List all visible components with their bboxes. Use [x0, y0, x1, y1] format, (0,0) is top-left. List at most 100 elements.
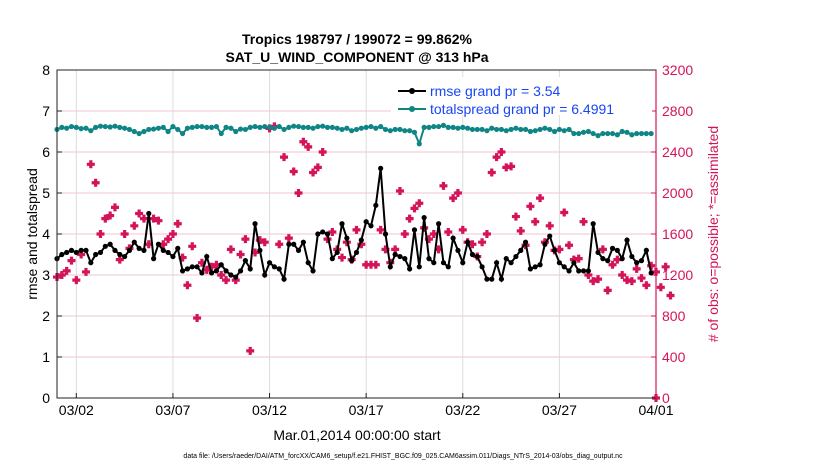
obs-assimilated-point — [72, 276, 81, 285]
rmse-point — [648, 270, 654, 276]
totalspread-point — [295, 123, 302, 130]
rmse-point — [204, 253, 210, 260]
x-tick-label: 03/02 — [59, 402, 94, 418]
rmse-point — [373, 202, 379, 208]
rmse-point — [605, 258, 611, 264]
rmse-point — [286, 241, 292, 247]
totalspread-point — [324, 124, 331, 130]
totalspread-point — [281, 126, 287, 133]
obs-assimilated-point — [637, 274, 646, 283]
rmse-point — [585, 268, 591, 274]
totalspread-point — [194, 123, 200, 130]
y-right-tick-label: 2400 — [662, 144, 693, 160]
rmse-point — [262, 272, 268, 278]
totalspread-point — [233, 128, 239, 135]
totalspread-point — [310, 125, 316, 131]
rmse-point — [547, 233, 553, 239]
totalspread-point — [629, 132, 635, 138]
y-tick-label: 7 — [42, 103, 50, 119]
rmse-point — [122, 253, 128, 260]
rmse-point — [556, 260, 562, 266]
x-tick-label: 03/27 — [542, 402, 577, 418]
rmse-point — [518, 247, 524, 253]
totalspread-point — [242, 126, 248, 133]
totalspread-point — [276, 123, 282, 130]
rmse-point — [537, 262, 543, 268]
x-axis-label: Mar.01,2014 00:00:00 start — [273, 427, 440, 443]
rmse-point — [146, 210, 152, 217]
rmse-point — [368, 223, 374, 229]
obs-assimilated-point — [536, 194, 545, 203]
rmse-line — [56, 168, 653, 284]
totalspread-point — [431, 123, 437, 130]
y-axis-label: rmse and totalspread — [24, 168, 40, 300]
totalspread-point — [291, 123, 297, 129]
totalspread-point — [315, 123, 321, 130]
totalspread-point — [97, 123, 104, 129]
totalspread-point — [73, 124, 79, 130]
obs-assimilated-point — [400, 230, 409, 238]
legend-rmse-label: rmse grand pr = 3.54 — [430, 83, 561, 99]
obs-assimilated-point — [439, 181, 448, 190]
rmse-point — [344, 235, 350, 241]
rmse-point — [189, 264, 195, 270]
obs-assimilated-point — [598, 245, 607, 254]
totalspread-point — [397, 126, 403, 133]
totalspread-point — [542, 125, 548, 131]
y-tick-label: 1 — [42, 349, 50, 365]
obs-assimilated-point — [405, 214, 414, 223]
obs-assimilated-point — [531, 217, 540, 226]
rmse-point — [392, 251, 398, 258]
y-tick-label: 5 — [42, 185, 50, 201]
obs-assimilated-point — [526, 202, 535, 211]
totalspread-point — [527, 128, 534, 135]
rmse-point — [266, 260, 273, 266]
obs-assimilated-point — [275, 240, 284, 249]
obs-assimilated-point — [299, 137, 308, 146]
obs-assimilated-point — [511, 212, 520, 221]
obs-assimilated-point — [202, 265, 211, 274]
totalspread-point — [585, 128, 591, 135]
totalspread-point — [580, 129, 587, 135]
obs-assimilated-point — [642, 281, 651, 290]
obs-assimilated-point — [164, 235, 173, 244]
rmse-point — [59, 251, 65, 258]
obs-assimilated-point — [656, 283, 665, 292]
rmse-point — [595, 249, 601, 256]
totalspread-line — [56, 124, 652, 147]
totalspread-point — [112, 123, 118, 129]
totalspread-point — [605, 130, 611, 137]
totalspread-point — [498, 126, 505, 133]
totalspread-point — [334, 125, 340, 131]
obs-assimilated-point — [91, 178, 100, 187]
totalspread-point — [566, 126, 572, 133]
axis-ticks: 03/02 03/07 03/12 03/17 03/22 03/27 04/0101234… — [42, 62, 693, 418]
rmse-point — [576, 268, 582, 274]
series-layer — [53, 122, 675, 402]
rmse-point — [590, 221, 596, 227]
totalspread-point — [208, 124, 215, 130]
totalspread-point — [460, 124, 466, 130]
obs-assimilated-point — [497, 148, 506, 156]
totalspread-point — [160, 124, 166, 130]
totalspread-point — [353, 126, 360, 133]
x-tick-label: 03/17 — [349, 402, 384, 418]
rmse-point — [117, 251, 123, 258]
rmse-point — [493, 260, 500, 266]
totalspread-point — [204, 124, 210, 130]
rmse-point — [184, 266, 191, 272]
totalspread-point — [175, 126, 181, 133]
rmse-point — [97, 249, 104, 256]
rmse-point — [218, 262, 224, 268]
obs-assimilated-point — [468, 240, 477, 249]
rmse-point — [165, 249, 171, 256]
obs-assimilated-point — [110, 203, 119, 212]
y-right-tick-label: 400 — [662, 349, 686, 365]
totalspread-point — [83, 125, 89, 131]
totalspread-point — [556, 126, 562, 133]
rmse-point — [237, 268, 244, 274]
rmse-point — [242, 258, 248, 264]
y-right-tick-label: 2000 — [662, 185, 693, 201]
totalspread-point — [503, 128, 509, 134]
